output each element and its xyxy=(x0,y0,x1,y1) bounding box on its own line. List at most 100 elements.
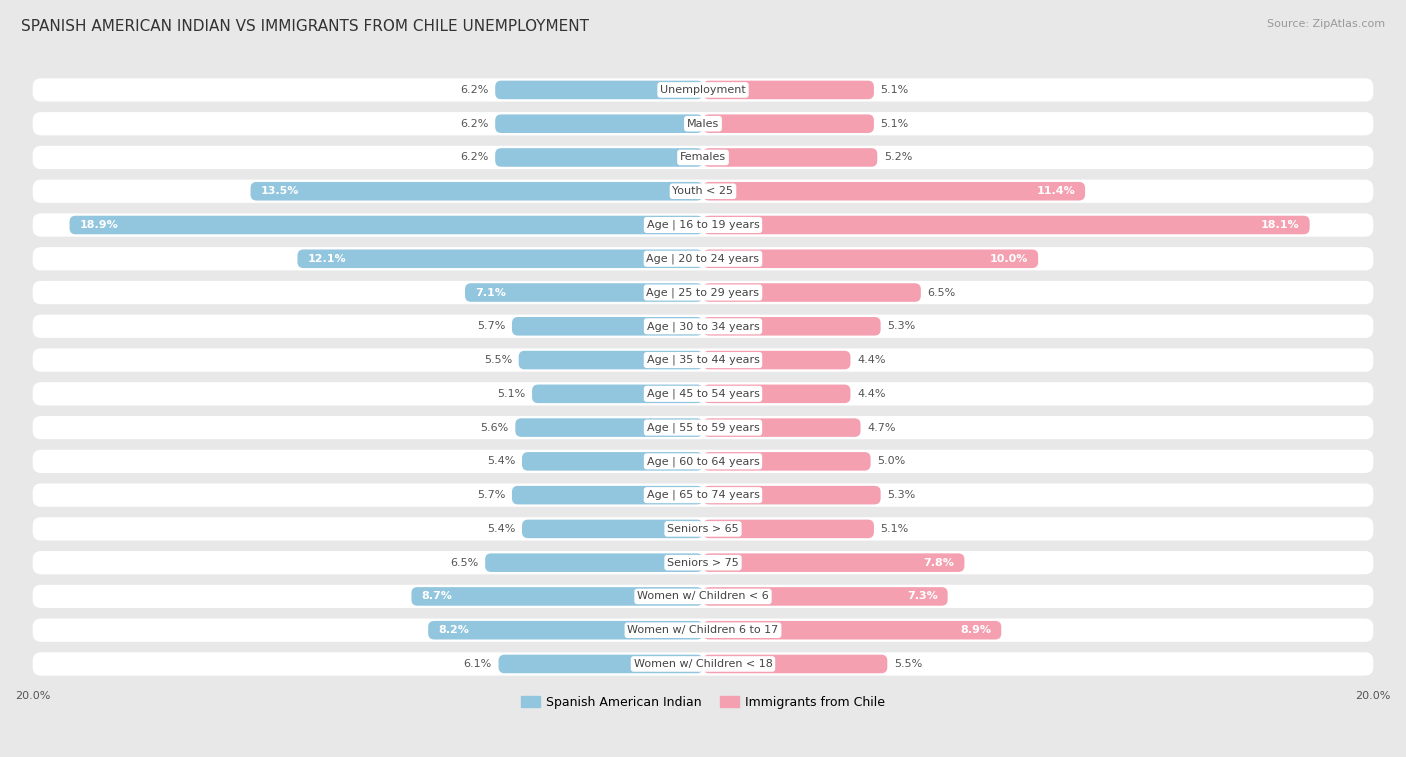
Text: SPANISH AMERICAN INDIAN VS IMMIGRANTS FROM CHILE UNEMPLOYMENT: SPANISH AMERICAN INDIAN VS IMMIGRANTS FR… xyxy=(21,19,589,34)
FancyBboxPatch shape xyxy=(32,450,1374,473)
Text: 5.1%: 5.1% xyxy=(880,524,908,534)
Text: 13.5%: 13.5% xyxy=(260,186,299,196)
Text: Age | 35 to 44 years: Age | 35 to 44 years xyxy=(647,355,759,366)
FancyBboxPatch shape xyxy=(703,419,860,437)
Text: Age | 25 to 29 years: Age | 25 to 29 years xyxy=(647,288,759,298)
Text: Source: ZipAtlas.com: Source: ZipAtlas.com xyxy=(1267,19,1385,29)
FancyBboxPatch shape xyxy=(703,452,870,471)
Text: Age | 60 to 64 years: Age | 60 to 64 years xyxy=(647,456,759,466)
FancyBboxPatch shape xyxy=(703,587,948,606)
FancyBboxPatch shape xyxy=(250,182,703,201)
FancyBboxPatch shape xyxy=(32,146,1374,169)
FancyBboxPatch shape xyxy=(32,382,1374,406)
FancyBboxPatch shape xyxy=(703,114,875,133)
Text: 6.2%: 6.2% xyxy=(460,152,488,163)
Text: 7.3%: 7.3% xyxy=(907,591,938,601)
FancyBboxPatch shape xyxy=(32,653,1374,675)
Text: 8.9%: 8.9% xyxy=(960,625,991,635)
FancyBboxPatch shape xyxy=(32,213,1374,237)
FancyBboxPatch shape xyxy=(465,283,703,302)
FancyBboxPatch shape xyxy=(32,517,1374,540)
FancyBboxPatch shape xyxy=(495,114,703,133)
FancyBboxPatch shape xyxy=(703,350,851,369)
Text: 4.4%: 4.4% xyxy=(858,389,886,399)
Text: 18.1%: 18.1% xyxy=(1261,220,1299,230)
FancyBboxPatch shape xyxy=(412,587,703,606)
Text: Youth < 25: Youth < 25 xyxy=(672,186,734,196)
FancyBboxPatch shape xyxy=(522,452,703,471)
Text: 5.7%: 5.7% xyxy=(477,321,505,332)
Text: Seniors > 65: Seniors > 65 xyxy=(668,524,738,534)
Text: 5.1%: 5.1% xyxy=(880,85,908,95)
FancyBboxPatch shape xyxy=(703,283,921,302)
Text: 11.4%: 11.4% xyxy=(1036,186,1076,196)
FancyBboxPatch shape xyxy=(429,621,703,640)
Text: 5.5%: 5.5% xyxy=(894,659,922,669)
Text: 5.6%: 5.6% xyxy=(481,422,509,432)
Text: Women w/ Children < 6: Women w/ Children < 6 xyxy=(637,591,769,601)
FancyBboxPatch shape xyxy=(32,416,1374,439)
Text: Age | 16 to 19 years: Age | 16 to 19 years xyxy=(647,220,759,230)
Text: 6.2%: 6.2% xyxy=(460,119,488,129)
Text: Females: Females xyxy=(681,152,725,163)
FancyBboxPatch shape xyxy=(32,179,1374,203)
FancyBboxPatch shape xyxy=(495,81,703,99)
FancyBboxPatch shape xyxy=(703,553,965,572)
FancyBboxPatch shape xyxy=(512,486,703,504)
Text: 6.2%: 6.2% xyxy=(460,85,488,95)
FancyBboxPatch shape xyxy=(32,584,1374,608)
FancyBboxPatch shape xyxy=(516,419,703,437)
FancyBboxPatch shape xyxy=(32,112,1374,136)
FancyBboxPatch shape xyxy=(32,281,1374,304)
FancyBboxPatch shape xyxy=(32,484,1374,506)
FancyBboxPatch shape xyxy=(32,618,1374,642)
FancyBboxPatch shape xyxy=(531,385,703,403)
Text: Males: Males xyxy=(688,119,718,129)
Text: Age | 20 to 24 years: Age | 20 to 24 years xyxy=(647,254,759,264)
FancyBboxPatch shape xyxy=(32,315,1374,338)
Text: Women w/ Children < 18: Women w/ Children < 18 xyxy=(634,659,772,669)
Text: 5.3%: 5.3% xyxy=(887,490,915,500)
Text: 8.7%: 8.7% xyxy=(422,591,453,601)
FancyBboxPatch shape xyxy=(703,148,877,167)
FancyBboxPatch shape xyxy=(522,519,703,538)
Text: 6.5%: 6.5% xyxy=(450,558,478,568)
Legend: Spanish American Indian, Immigrants from Chile: Spanish American Indian, Immigrants from… xyxy=(516,690,890,714)
Text: 4.7%: 4.7% xyxy=(868,422,896,432)
FancyBboxPatch shape xyxy=(703,81,875,99)
Text: Age | 65 to 74 years: Age | 65 to 74 years xyxy=(647,490,759,500)
FancyBboxPatch shape xyxy=(703,317,880,335)
FancyBboxPatch shape xyxy=(703,655,887,673)
Text: 12.1%: 12.1% xyxy=(308,254,346,263)
FancyBboxPatch shape xyxy=(703,250,1038,268)
Text: Seniors > 75: Seniors > 75 xyxy=(666,558,740,568)
FancyBboxPatch shape xyxy=(32,551,1374,575)
Text: Women w/ Children 6 to 17: Women w/ Children 6 to 17 xyxy=(627,625,779,635)
Text: 5.1%: 5.1% xyxy=(880,119,908,129)
Text: 5.0%: 5.0% xyxy=(877,456,905,466)
FancyBboxPatch shape xyxy=(703,182,1085,201)
FancyBboxPatch shape xyxy=(512,317,703,335)
Text: 5.7%: 5.7% xyxy=(477,490,505,500)
FancyBboxPatch shape xyxy=(703,385,851,403)
Text: Unemployment: Unemployment xyxy=(661,85,745,95)
Text: 5.4%: 5.4% xyxy=(486,456,516,466)
FancyBboxPatch shape xyxy=(32,247,1374,270)
Text: 7.8%: 7.8% xyxy=(924,558,955,568)
Text: 18.9%: 18.9% xyxy=(80,220,118,230)
FancyBboxPatch shape xyxy=(499,655,703,673)
FancyBboxPatch shape xyxy=(495,148,703,167)
Text: Age | 45 to 54 years: Age | 45 to 54 years xyxy=(647,388,759,399)
Text: 5.4%: 5.4% xyxy=(486,524,516,534)
Text: 6.5%: 6.5% xyxy=(928,288,956,298)
Text: Age | 30 to 34 years: Age | 30 to 34 years xyxy=(647,321,759,332)
Text: 10.0%: 10.0% xyxy=(990,254,1028,263)
Text: 5.5%: 5.5% xyxy=(484,355,512,365)
Text: 6.1%: 6.1% xyxy=(464,659,492,669)
Text: 5.2%: 5.2% xyxy=(884,152,912,163)
Text: 4.4%: 4.4% xyxy=(858,355,886,365)
Text: 8.2%: 8.2% xyxy=(439,625,470,635)
Text: 5.1%: 5.1% xyxy=(498,389,526,399)
FancyBboxPatch shape xyxy=(485,553,703,572)
Text: 7.1%: 7.1% xyxy=(475,288,506,298)
